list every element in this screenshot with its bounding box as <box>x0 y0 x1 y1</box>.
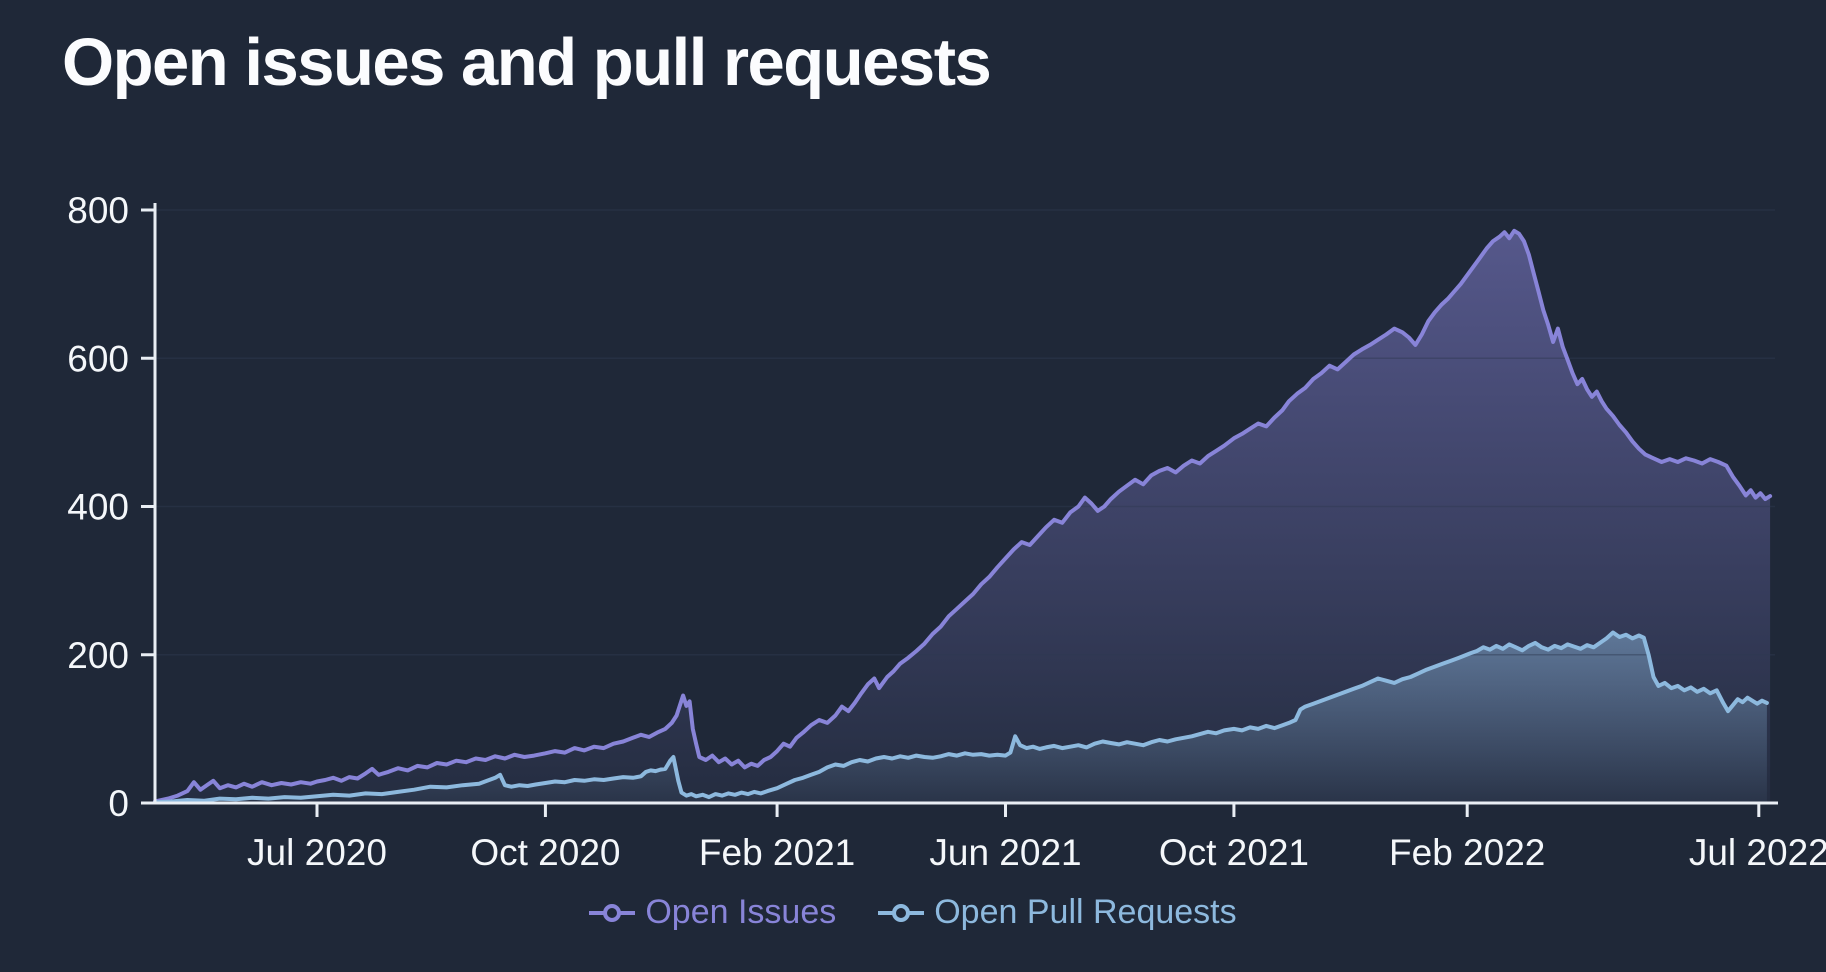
y-tick-label: 0 <box>108 783 129 824</box>
x-tick-label: Oct 2020 <box>470 832 620 873</box>
x-tick-label: Feb 2022 <box>1389 832 1545 873</box>
legend-item-open-pull-requests[interactable]: Open Pull Requests <box>878 893 1237 932</box>
x-tick-label: Feb 2021 <box>699 832 855 873</box>
series-line-open-pull-requests <box>153 630 1769 805</box>
line-marker-icon <box>589 903 636 922</box>
chart-legend: Open Issues Open Pull Requests <box>0 893 1826 932</box>
legend-label: Open Pull Requests <box>934 893 1237 931</box>
y-tick-label: 600 <box>67 338 129 379</box>
y-tick-label: 400 <box>67 487 129 528</box>
series-line-open-issues <box>153 228 1773 804</box>
page-title: Open issues and pull requests <box>62 25 992 100</box>
x-tick-label: Oct 2021 <box>1159 832 1309 873</box>
legend-item-open-issues[interactable]: Open Issues <box>589 893 836 932</box>
series-area-open-pull-requests <box>155 632 1767 803</box>
legend-label: Open Issues <box>645 893 837 931</box>
x-tick-label: Jun 2021 <box>929 832 1081 873</box>
x-tick-label: Jul 2022 <box>1689 832 1826 873</box>
series-area-open-issues <box>155 230 1771 804</box>
y-tick-label: 800 <box>67 190 129 231</box>
line-marker-icon <box>878 903 925 922</box>
y-tick-label: 200 <box>67 635 129 676</box>
x-tick-label: Jul 2020 <box>247 832 387 873</box>
